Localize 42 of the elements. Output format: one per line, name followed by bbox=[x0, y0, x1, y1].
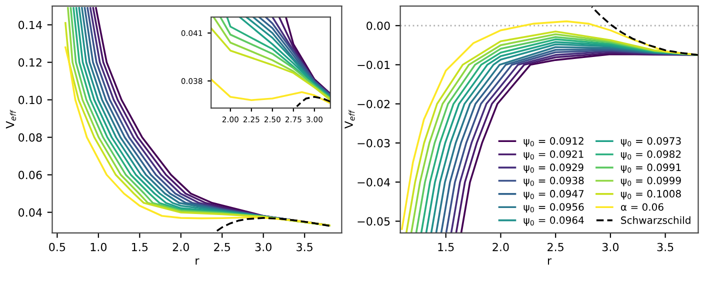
y-tick-label: 0.06 bbox=[18, 170, 42, 180]
x-tick-label: 3.0 bbox=[602, 242, 619, 252]
y-tick-label: 0.08 bbox=[18, 133, 42, 142]
x-tick-label: 1.5 bbox=[438, 243, 454, 252]
y-tick-label: 0.14 bbox=[18, 20, 42, 30]
y-tick-label: 0.10 bbox=[18, 96, 42, 104]
y-tick-label: 0.12 bbox=[18, 58, 42, 67]
x-tick-label: 2.0 bbox=[172, 242, 189, 252]
legend-label: ψ$_{0}$ = 0.0991 bbox=[620, 164, 681, 174]
legend-label: α = 0.06 bbox=[620, 203, 664, 211]
x-tick-label: 3.0 bbox=[255, 242, 272, 252]
y-axis-title: V$_{eff}$ bbox=[6, 110, 16, 129]
legend-label: ψ$_{0}$ = 0.0938 bbox=[524, 176, 584, 186]
y-tick-label: −0.05 bbox=[358, 217, 390, 226]
legend-label: ψ$_{0}$ = 0.0912 bbox=[524, 137, 584, 147]
x-tick-label: 2.5 bbox=[548, 242, 564, 252]
legend-label: ψ$_{0}$ = 0.0947 bbox=[524, 190, 584, 200]
legend-label: ψ$_{0}$ = 0.0999 bbox=[620, 176, 681, 186]
legend-label: ψ$_{0}$ = 0.0929 bbox=[524, 164, 584, 174]
x-tick-label: 3.5 bbox=[657, 242, 674, 252]
y-tick-label: −0.02 bbox=[358, 100, 390, 108]
x-tick-label: 2.5 bbox=[214, 242, 230, 252]
y-tick-label: −0.04 bbox=[358, 178, 390, 186]
y-tick-label: −0.03 bbox=[358, 138, 390, 148]
y-tick-label: 0.00 bbox=[366, 22, 390, 30]
y-axis-title: V$_{eff}$ bbox=[344, 110, 355, 129]
legend-label: ψ$_{0}$ = 0.1008 bbox=[620, 190, 681, 200]
x-tick-label: 1.0 bbox=[90, 242, 107, 252]
legend-label: Schwarzschild bbox=[621, 216, 690, 224]
legend-label: ψ$_{0}$ = 0.0973 bbox=[620, 137, 681, 147]
legend-label: ψ$_{0}$ = 0.0964 bbox=[524, 216, 584, 226]
legend-label: ψ$_{0}$ = 0.0982 bbox=[620, 150, 681, 160]
y-tick-label: −0.01 bbox=[358, 60, 390, 70]
legend-label: ψ$_{0}$ = 0.0956 bbox=[524, 203, 584, 213]
legend-label: ψ$_{0}$ = 0.0921 bbox=[524, 150, 584, 160]
x-tick-label: 1.5 bbox=[132, 243, 148, 252]
x-tick-label: 0.5 bbox=[49, 242, 66, 252]
x-axis-title: r bbox=[196, 258, 200, 265]
x-axis-title: r bbox=[548, 258, 552, 265]
x-tick-label: 2.0 bbox=[492, 242, 509, 252]
y-tick-label: 0.04 bbox=[18, 208, 42, 217]
x-tick-label: 3.5 bbox=[296, 242, 312, 252]
